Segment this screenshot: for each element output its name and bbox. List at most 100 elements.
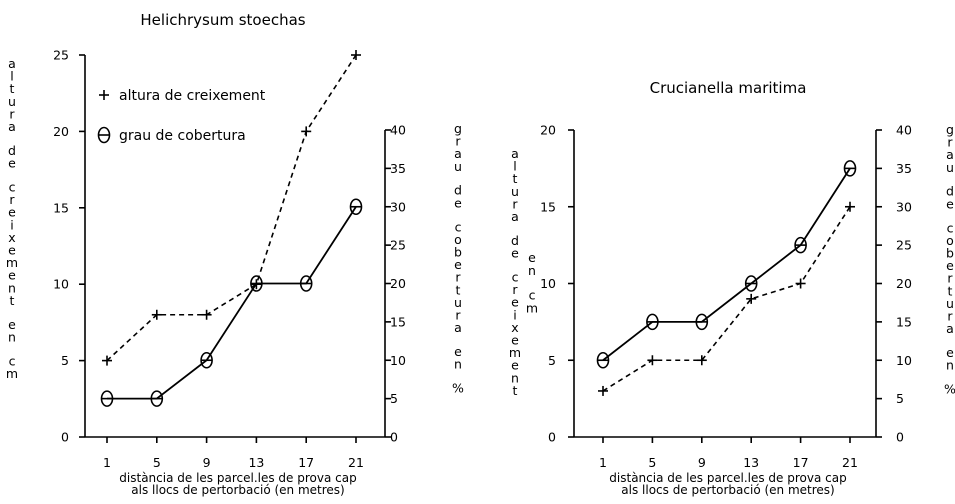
y-right-tick-label: 25 xyxy=(896,238,912,253)
y-axis-label-left-char: i xyxy=(10,217,13,232)
data-point-plus xyxy=(696,355,707,366)
y-axis-label-left-char: u xyxy=(8,94,16,109)
y-axis-label-left-unit-char: e xyxy=(528,250,536,265)
data-point-theta xyxy=(299,275,313,292)
data-point-plus xyxy=(845,201,855,212)
y-axis-label-right-char: u xyxy=(454,295,462,310)
x-tick-label: 1 xyxy=(599,455,607,470)
y-axis-label-left-char: a xyxy=(511,146,519,161)
legend-theta xyxy=(97,126,111,144)
y-axis-label-left-unit-char: n xyxy=(528,263,536,278)
legend-label: altura de creixement xyxy=(119,88,266,104)
y-axis-label-right-char: a xyxy=(946,147,954,162)
data-point-theta xyxy=(646,313,659,331)
y-axis-label-right-char: b xyxy=(946,245,954,260)
y-axis-label-right-char: r xyxy=(455,134,461,149)
legend-entry-theta xyxy=(97,126,111,144)
x-axis-label: als llocs de pertorbació (en metres) xyxy=(621,483,834,497)
y-right-tick-label: 30 xyxy=(390,199,406,214)
data-point-theta xyxy=(744,275,758,292)
y-left-tick-label: 25 xyxy=(53,48,69,63)
legend-label: grau de cobertura xyxy=(119,128,246,144)
x-tick-label: 9 xyxy=(203,455,211,470)
y-left-tick-label: 15 xyxy=(540,199,556,214)
y-axis-label-right-char: r xyxy=(947,308,953,323)
y-axis-label-left-char: i xyxy=(513,307,516,322)
y-left-tick-label: 0 xyxy=(61,430,69,445)
y-axis-label-right-char: n xyxy=(946,358,954,373)
y-axis-label-left-char: e xyxy=(8,156,16,171)
y-axis-label-right-char: t xyxy=(948,283,953,298)
y-right-tick-label: 10 xyxy=(896,353,912,368)
legend-entry-plus xyxy=(99,90,109,100)
x-tick-label: 9 xyxy=(698,455,706,470)
y-axis-label-right-char: d xyxy=(946,184,954,199)
data-point-plus xyxy=(102,355,112,366)
y-axis-label-right-char: g xyxy=(946,122,954,137)
data-point-plus xyxy=(201,309,212,320)
data-point-plus xyxy=(301,126,312,137)
x-tick-label: 17 xyxy=(298,455,314,470)
y-axis-label-left-char: m xyxy=(509,345,521,360)
data-point-theta xyxy=(349,198,363,216)
y-left-tick-label: 15 xyxy=(53,200,69,215)
y-axis-label-left-char: l xyxy=(513,159,516,174)
y-axis-label-left-char: e xyxy=(8,242,16,257)
data-point-plus xyxy=(647,355,658,366)
y-right-tick-label: 25 xyxy=(390,238,406,253)
data-point-plus xyxy=(151,309,162,320)
y-axis-label-left-char: r xyxy=(512,196,518,211)
series-line xyxy=(602,167,851,361)
y-axis-label-left-char: e xyxy=(511,332,519,347)
y-axis-label-right-char: o xyxy=(454,232,462,247)
y-axis-label-left-char: e xyxy=(511,358,519,373)
y-axis-label-left-char: l xyxy=(10,69,13,84)
y-axis-label-left-char: e xyxy=(8,268,16,283)
y-right-tick-label: 35 xyxy=(390,161,406,176)
y-right-tick-label: 20 xyxy=(390,276,406,291)
y-axis-label-right-char: e xyxy=(454,195,462,210)
series-altura-de-creixement xyxy=(598,201,855,396)
y-axis-label-right-char: e xyxy=(946,345,954,360)
y-right-tick-label: 0 xyxy=(896,430,904,445)
y-axis-label-left-char: e xyxy=(8,317,16,332)
y-left-tick-label: 5 xyxy=(61,353,69,368)
y-left-tick-label: 10 xyxy=(53,277,69,292)
x-axis-label: distància de les parcel.les de prova cap xyxy=(609,471,846,485)
data-point-theta xyxy=(100,390,114,407)
y-axis-label-left-char: a xyxy=(8,56,16,71)
y-right-tick-label: 0 xyxy=(390,430,398,445)
x-axis-label: als llocs de pertorbació (en metres) xyxy=(131,483,344,497)
y-axis-label-left-unit-char: m xyxy=(526,301,538,316)
data-point-plus xyxy=(351,50,361,60)
y-axis-label-right-char: u xyxy=(946,296,954,311)
x-tick-label: 13 xyxy=(743,455,759,470)
y-left-tick-label: 0 xyxy=(548,430,556,445)
y-axis-label-right-char: c xyxy=(455,219,462,234)
y-axis-label-left-char: e xyxy=(511,295,519,310)
y-axis-label-left-char: x xyxy=(511,320,518,335)
data-point-theta xyxy=(250,275,263,292)
y-axis-label-left-char: t xyxy=(10,293,15,308)
y-axis-label-right-char: r xyxy=(455,270,461,285)
y-axis-label-left-char: e xyxy=(511,246,519,261)
data-point-plus xyxy=(795,278,806,289)
y-axis-label-left-char: n xyxy=(511,370,519,385)
x-tick-label: 17 xyxy=(793,455,809,470)
series-grau-de-cobertura xyxy=(100,198,363,407)
y-axis-label-right-char: a xyxy=(454,146,462,161)
y-axis-label-right-char: a xyxy=(454,320,462,335)
y-axis-label-right-char: d xyxy=(454,183,462,198)
y-axis-label-left-char: a xyxy=(8,119,16,134)
y-axis-label-left-char: m xyxy=(6,366,18,381)
y-axis-label-right-char: r xyxy=(947,271,953,286)
y-axis-label-left-unit-char: c xyxy=(529,288,536,303)
y-axis-label-right-char: a xyxy=(946,321,954,336)
y-right-tick-label: 30 xyxy=(896,199,912,214)
y-right-tick-label: 40 xyxy=(896,123,912,138)
data-point-theta xyxy=(150,390,164,407)
